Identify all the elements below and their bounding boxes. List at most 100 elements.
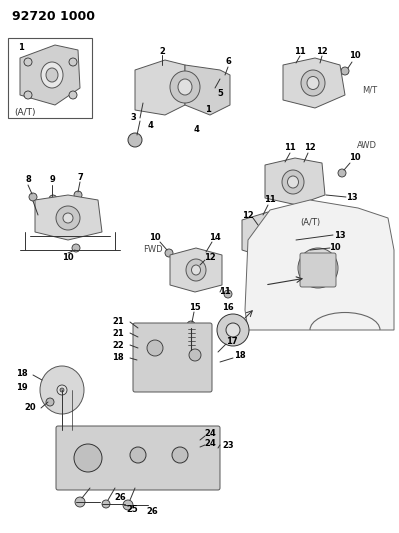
FancyBboxPatch shape (300, 253, 336, 287)
Circle shape (187, 321, 195, 329)
Circle shape (75, 497, 85, 507)
Text: 7: 7 (77, 173, 83, 182)
Polygon shape (283, 58, 345, 108)
Text: 26: 26 (146, 507, 158, 516)
Text: 10: 10 (349, 52, 361, 61)
Text: 13: 13 (346, 193, 358, 203)
FancyBboxPatch shape (56, 426, 220, 490)
Ellipse shape (282, 170, 304, 194)
Ellipse shape (307, 77, 319, 90)
Circle shape (338, 169, 346, 177)
Text: 21: 21 (112, 328, 124, 337)
Text: M/T: M/T (362, 85, 377, 94)
Circle shape (130, 447, 146, 463)
Text: 12: 12 (204, 253, 216, 262)
Circle shape (128, 133, 142, 147)
Circle shape (102, 500, 110, 508)
Text: 8: 8 (25, 175, 31, 184)
FancyBboxPatch shape (133, 323, 212, 392)
Circle shape (303, 246, 311, 254)
Ellipse shape (186, 259, 206, 281)
Text: (A/T): (A/T) (300, 217, 320, 227)
Polygon shape (185, 65, 230, 115)
Text: 18: 18 (112, 353, 124, 362)
Ellipse shape (56, 206, 80, 230)
Ellipse shape (170, 71, 200, 103)
Ellipse shape (192, 265, 201, 275)
Polygon shape (242, 212, 295, 258)
Polygon shape (20, 45, 80, 105)
Circle shape (158, 64, 166, 72)
Text: 15: 15 (189, 303, 201, 311)
Text: 22: 22 (112, 341, 124, 350)
Text: 11: 11 (294, 46, 306, 55)
Polygon shape (35, 195, 102, 240)
Ellipse shape (40, 366, 84, 414)
Circle shape (165, 249, 173, 257)
Circle shape (172, 447, 188, 463)
Ellipse shape (178, 79, 192, 95)
Text: FWD: FWD (143, 246, 163, 254)
Text: 24: 24 (204, 439, 216, 448)
Circle shape (189, 349, 201, 361)
Text: 1: 1 (205, 106, 211, 115)
Polygon shape (135, 60, 185, 115)
Text: 11: 11 (219, 287, 231, 296)
Circle shape (308, 258, 328, 278)
Text: 20: 20 (24, 403, 36, 413)
Text: 10: 10 (62, 254, 74, 262)
Text: (A/T): (A/T) (14, 108, 36, 117)
Ellipse shape (263, 230, 273, 240)
Text: 92720 1000: 92720 1000 (12, 10, 95, 23)
Text: 4: 4 (147, 120, 153, 130)
Circle shape (60, 388, 64, 392)
Polygon shape (245, 200, 394, 330)
Circle shape (69, 91, 77, 99)
FancyBboxPatch shape (8, 38, 92, 118)
Circle shape (74, 444, 102, 472)
Circle shape (341, 67, 349, 75)
Circle shape (46, 398, 54, 406)
Circle shape (314, 264, 322, 272)
Text: 11: 11 (284, 143, 296, 152)
Text: 6: 6 (225, 58, 231, 67)
Text: 1: 1 (18, 43, 24, 52)
Circle shape (29, 193, 37, 201)
Circle shape (57, 385, 67, 395)
Circle shape (74, 191, 82, 199)
Ellipse shape (41, 62, 63, 88)
Polygon shape (265, 158, 325, 205)
Text: 26: 26 (114, 494, 126, 503)
Text: 12: 12 (316, 46, 328, 55)
Text: 18: 18 (234, 351, 246, 360)
Ellipse shape (46, 68, 58, 82)
Text: 5: 5 (217, 88, 223, 98)
Text: 21: 21 (112, 318, 124, 327)
Circle shape (72, 244, 80, 252)
Text: 11: 11 (264, 196, 276, 205)
Text: 16: 16 (222, 303, 234, 312)
Circle shape (123, 500, 133, 510)
Circle shape (69, 58, 77, 66)
Text: 23: 23 (222, 440, 234, 449)
Text: 10: 10 (149, 233, 161, 243)
Text: 13: 13 (334, 230, 346, 239)
Text: 12: 12 (304, 143, 316, 152)
Ellipse shape (63, 213, 73, 223)
Text: 10: 10 (329, 244, 341, 253)
Text: 4: 4 (194, 125, 200, 134)
Polygon shape (170, 248, 222, 292)
Ellipse shape (258, 224, 278, 246)
Circle shape (226, 323, 240, 337)
Text: 10: 10 (349, 154, 361, 163)
Circle shape (217, 314, 249, 346)
Text: 12: 12 (242, 211, 254, 220)
Text: AWD: AWD (357, 141, 377, 149)
Text: 3: 3 (130, 114, 136, 123)
Text: 9: 9 (49, 175, 55, 184)
Circle shape (49, 195, 57, 203)
Text: 18: 18 (16, 368, 28, 377)
Circle shape (147, 340, 163, 356)
Circle shape (24, 91, 32, 99)
Text: 25: 25 (126, 505, 138, 514)
